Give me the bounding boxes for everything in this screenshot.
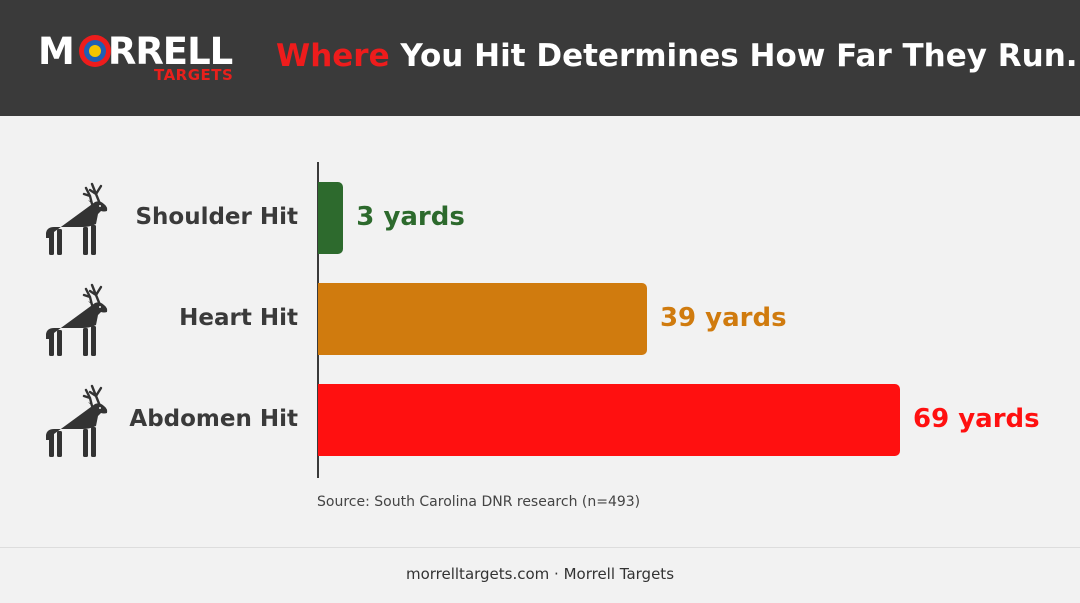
bar-chart: Shoulder Hit 3 yards Heart Hit 39 yards … bbox=[0, 116, 1080, 546]
deer-icon bbox=[44, 384, 109, 458]
source-note: Source: South Carolina DNR research (n=4… bbox=[317, 494, 641, 510]
bar-row-heart: Heart Hit 39 yards bbox=[0, 281, 1080, 357]
morrell-logo: M RRELL TARGETS bbox=[38, 30, 238, 90]
header-banner: M RRELL TARGETS Where You Hit Determines … bbox=[0, 0, 1080, 116]
bar-shoulder bbox=[318, 182, 344, 254]
bar-heart bbox=[318, 283, 647, 355]
deer-icon bbox=[44, 182, 109, 256]
category-label: Shoulder Hit bbox=[135, 204, 298, 230]
bar-row-shoulder: Shoulder Hit 3 yards bbox=[0, 180, 1080, 256]
value-label: 39 yards bbox=[659, 303, 787, 333]
deer-icon bbox=[44, 283, 109, 357]
logo-wordmark: M RRELL bbox=[38, 30, 233, 73]
bar-abdomen bbox=[318, 384, 900, 456]
target-icon bbox=[79, 35, 111, 67]
category-label: Abdomen Hit bbox=[129, 406, 298, 432]
page-title: Where You Hit Determines How Far They Ru… bbox=[276, 36, 1078, 76]
footer-text: morrelltargets.com · Morrell Targets bbox=[405, 565, 675, 583]
category-label: Heart Hit bbox=[179, 305, 298, 331]
logo-subtext: TARGETS bbox=[154, 66, 234, 84]
value-label: 69 yards bbox=[913, 404, 1040, 434]
bar-row-abdomen: Abdomen Hit 69 yards bbox=[0, 382, 1080, 458]
title-rest: You Hit Determines How Far They Run. bbox=[389, 38, 1078, 74]
title-highlight: Where bbox=[276, 38, 390, 74]
footer-divider bbox=[0, 547, 1080, 548]
value-label: 3 yards bbox=[356, 202, 465, 232]
